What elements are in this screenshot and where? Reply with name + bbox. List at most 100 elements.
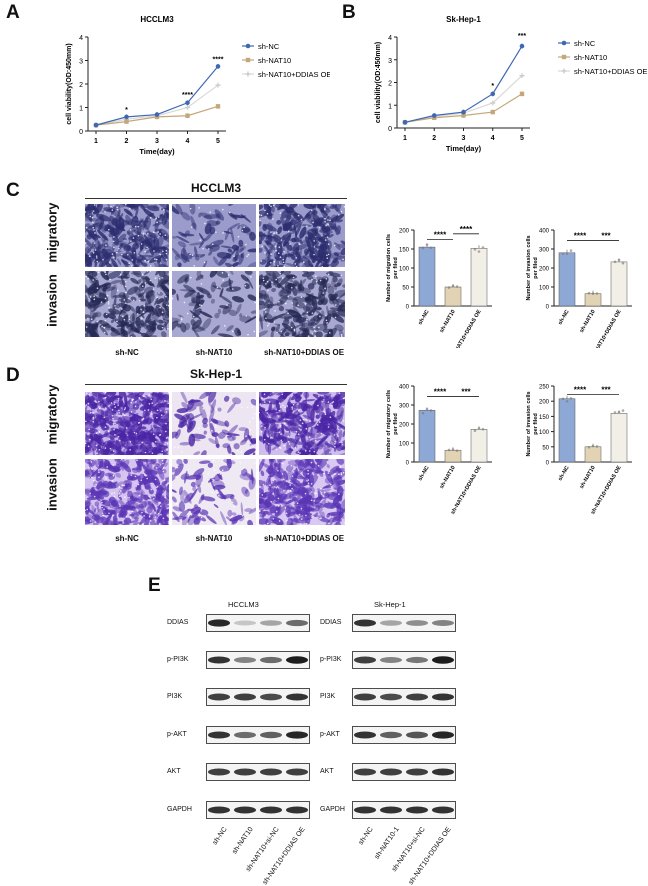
membrane-pore xyxy=(324,413,327,416)
membrane-pore xyxy=(191,254,194,256)
membrane-pore xyxy=(289,243,291,245)
stained-cell xyxy=(145,252,160,262)
wb-band xyxy=(208,768,230,776)
membrane-pore xyxy=(159,253,162,256)
membrane-pore xyxy=(125,291,127,294)
membrane-pore xyxy=(263,438,266,441)
wb-lane-label: sh-NC xyxy=(211,826,229,847)
stained-cell xyxy=(328,293,337,301)
wb-band xyxy=(432,693,454,701)
stained-cell xyxy=(301,329,308,337)
membrane-pore xyxy=(246,406,249,409)
stained-cell xyxy=(143,494,149,501)
stained-cell xyxy=(117,258,122,266)
wb-strip-akt xyxy=(352,763,456,781)
membrane-pore xyxy=(112,417,114,420)
stained-cell xyxy=(138,293,145,299)
wb-lane-label: sh-NC xyxy=(357,826,375,847)
membrane-pore xyxy=(104,271,106,273)
stained-cell xyxy=(198,493,205,505)
significance-label: **** xyxy=(574,386,587,395)
y-tick-label: 300 xyxy=(399,404,410,410)
stained-cell xyxy=(324,412,332,417)
stained-cell xyxy=(243,428,250,441)
stained-cell xyxy=(259,304,267,311)
stained-cell xyxy=(123,482,130,490)
membrane-pore xyxy=(323,472,325,475)
membrane-pore xyxy=(239,461,242,464)
membrane-pore xyxy=(282,261,285,264)
stained-cell xyxy=(302,414,314,421)
membrane-pore xyxy=(123,318,126,321)
membrane-pore xyxy=(96,320,99,323)
stained-cell xyxy=(85,428,98,434)
membrane-pore xyxy=(104,297,107,300)
micro-d-migratory-2 xyxy=(172,392,256,455)
stained-cell xyxy=(161,523,169,525)
stained-cell xyxy=(300,433,307,448)
stained-cell xyxy=(129,520,139,524)
replicate-point xyxy=(421,411,425,415)
membrane-pore xyxy=(204,222,206,225)
stained-cell xyxy=(283,318,290,326)
significance-label: * xyxy=(125,107,128,114)
membrane-pore xyxy=(247,253,250,256)
stained-cell xyxy=(139,444,149,453)
membrane-pore xyxy=(277,252,280,255)
replicate-point xyxy=(595,445,599,448)
stained-cell xyxy=(321,263,328,267)
stained-cell xyxy=(224,229,230,241)
membrane-pore xyxy=(207,473,209,475)
membrane-pore xyxy=(141,441,144,444)
stained-cell xyxy=(278,392,292,399)
stained-cell xyxy=(113,463,120,473)
stained-cell xyxy=(143,208,156,219)
membrane-pore xyxy=(286,519,288,522)
stained-cell xyxy=(152,493,160,503)
stained-cell xyxy=(162,318,169,322)
stained-cell xyxy=(287,283,295,290)
membrane-pore xyxy=(275,278,278,281)
membrane-pore xyxy=(340,473,343,476)
stained-cell xyxy=(122,237,127,241)
y-tick-label: 400 xyxy=(539,229,550,235)
membrane-pore xyxy=(260,397,263,399)
stained-cell xyxy=(85,501,91,512)
membrane-pore xyxy=(103,331,106,334)
membrane-pore xyxy=(327,219,329,221)
membrane-pore xyxy=(85,326,88,328)
membrane-pore xyxy=(275,448,278,451)
stained-cell xyxy=(305,439,310,445)
membrane-pore xyxy=(262,279,265,282)
stained-cell xyxy=(193,517,201,525)
membrane-pore xyxy=(326,322,328,324)
legend-entry: sh-NAT10 xyxy=(258,56,291,65)
stained-cell xyxy=(117,320,133,327)
membrane-pore xyxy=(292,403,295,406)
membrane-pore xyxy=(327,223,329,225)
membrane-pore xyxy=(90,392,92,394)
replicate-point xyxy=(473,248,477,251)
membrane-pore xyxy=(299,419,302,421)
stained-cell xyxy=(206,220,219,227)
stained-cell xyxy=(314,512,319,518)
stained-cell xyxy=(318,448,332,455)
membrane-pore xyxy=(113,428,115,431)
stained-cell xyxy=(122,459,130,468)
stained-cell xyxy=(150,459,156,465)
membrane-pore xyxy=(128,297,130,300)
stained-cell xyxy=(156,236,164,248)
membrane-pore xyxy=(247,333,249,336)
bar xyxy=(470,429,488,463)
stained-cell xyxy=(93,433,102,446)
membrane-pore xyxy=(236,449,239,452)
stained-cell xyxy=(176,235,190,244)
membrane-pore xyxy=(140,243,143,245)
membrane-pore xyxy=(130,474,132,477)
legend-marker xyxy=(245,71,251,77)
wb-protein-label: p-AKT xyxy=(320,731,340,738)
membrane-pore xyxy=(113,495,116,498)
stained-cell xyxy=(265,259,274,267)
stained-cell xyxy=(290,221,303,232)
